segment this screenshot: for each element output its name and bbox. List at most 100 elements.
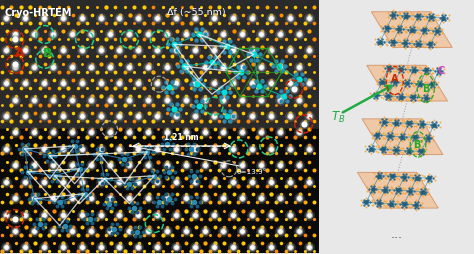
Point (411, 179, 419, 183)
Point (155, 200, 163, 204)
Point (248, 213, 255, 217)
Point (415, 10, 422, 14)
Point (413, 138, 420, 142)
Point (68, 131, 76, 135)
Point (40, 82, 47, 86)
Point (116, 49, 123, 53)
Point (76, 144, 84, 148)
Point (376, 190, 383, 194)
Point (305, 17, 312, 21)
Point (230, 62, 237, 67)
Point (403, 152, 410, 156)
Point (430, 43, 438, 47)
Point (258, 30, 266, 34)
Point (257, 196, 265, 200)
Point (173, 102, 181, 106)
Point (244, 87, 252, 91)
Point (112, 136, 119, 140)
Point (98, 30, 105, 34)
Point (425, 187, 432, 192)
Point (369, 187, 376, 191)
Point (397, 72, 405, 76)
Point (163, 196, 171, 200)
Point (24, 170, 32, 174)
Point (49, 131, 57, 135)
Point (97, 17, 104, 21)
Point (22, 30, 29, 34)
Point (168, 201, 176, 205)
Point (390, 25, 398, 29)
Point (226, 109, 234, 114)
Point (182, 196, 190, 200)
Point (201, 131, 209, 135)
Point (210, 147, 218, 151)
Point (248, 213, 255, 217)
Point (296, 225, 304, 229)
Point (280, 95, 287, 99)
Point (267, 82, 274, 86)
Point (283, 90, 291, 94)
Point (397, 90, 404, 94)
Point (176, 43, 184, 47)
Point (182, 66, 190, 70)
Point (410, 119, 418, 123)
Point (395, 23, 403, 27)
Point (425, 125, 433, 130)
Point (154, 245, 161, 249)
Point (31, 62, 39, 67)
Point (182, 98, 190, 102)
Point (140, 217, 147, 221)
Point (276, 131, 284, 135)
Point (70, 167, 78, 171)
Point (163, 192, 170, 196)
Point (149, 168, 157, 172)
Point (128, 211, 136, 215)
Point (238, 66, 246, 70)
Point (103, 207, 110, 211)
Point (273, 119, 280, 123)
Point (107, 160, 115, 164)
Point (423, 120, 431, 124)
Point (248, 115, 255, 119)
Point (295, 33, 303, 37)
Point (187, 152, 195, 156)
Point (40, 245, 47, 249)
Point (87, 196, 95, 200)
Point (220, 79, 228, 83)
Point (390, 30, 398, 34)
Point (68, 66, 76, 70)
Point (389, 199, 397, 203)
Point (210, 115, 218, 119)
Point (103, 197, 110, 201)
Point (30, 66, 38, 70)
Point (112, 103, 119, 107)
Point (40, 213, 47, 217)
Point (201, 176, 209, 180)
Point (273, 22, 280, 26)
Point (286, 115, 293, 119)
Point (374, 38, 382, 42)
Point (102, 184, 110, 188)
Point (79, 225, 86, 229)
Point (197, 136, 204, 140)
Point (273, 184, 280, 188)
Point (295, 78, 302, 82)
Point (388, 11, 395, 15)
Point (229, 213, 237, 217)
Point (305, 115, 312, 119)
Point (397, 25, 405, 29)
Point (263, 233, 271, 237)
Point (276, 229, 284, 233)
Point (220, 30, 228, 34)
Point (428, 94, 435, 98)
Point (277, 95, 285, 99)
Point (219, 98, 227, 102)
Point (257, 66, 265, 70)
Point (295, 229, 303, 233)
Point (428, 174, 435, 178)
Point (268, 62, 275, 67)
Point (173, 180, 180, 184)
Point (390, 18, 397, 22)
Point (97, 180, 104, 184)
Point (432, 13, 440, 18)
